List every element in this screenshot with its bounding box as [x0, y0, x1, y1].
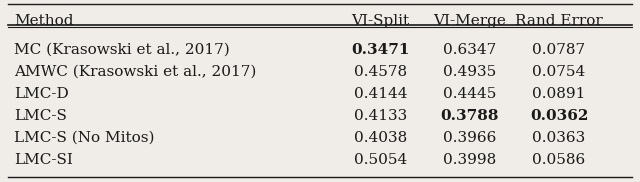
- Text: 0.0754: 0.0754: [532, 65, 586, 79]
- Text: 0.4578: 0.4578: [354, 65, 407, 79]
- Text: MC (Krasowski et al., 2017): MC (Krasowski et al., 2017): [14, 43, 230, 57]
- Text: 0.4935: 0.4935: [443, 65, 497, 79]
- Text: VI-Split: VI-Split: [351, 14, 410, 28]
- Text: 0.4144: 0.4144: [354, 87, 407, 101]
- Text: 0.3788: 0.3788: [440, 109, 499, 123]
- Text: 0.4038: 0.4038: [354, 131, 407, 145]
- Text: 0.0891: 0.0891: [532, 87, 586, 101]
- Text: 0.0363: 0.0363: [532, 131, 586, 145]
- Text: 0.6347: 0.6347: [443, 43, 497, 57]
- Text: AMWC (Krasowski et al., 2017): AMWC (Krasowski et al., 2017): [14, 65, 257, 79]
- Text: 0.0362: 0.0362: [530, 109, 588, 123]
- Text: VI-Merge: VI-Merge: [433, 14, 506, 28]
- Text: 0.0586: 0.0586: [532, 153, 586, 167]
- Text: 0.3998: 0.3998: [443, 153, 497, 167]
- Text: LMC-D: LMC-D: [14, 87, 69, 101]
- Text: LMC-S (No Mitos): LMC-S (No Mitos): [14, 131, 155, 145]
- Text: LMC-S: LMC-S: [14, 109, 67, 123]
- Text: 0.0787: 0.0787: [532, 43, 586, 57]
- Text: 0.3966: 0.3966: [443, 131, 497, 145]
- Text: 0.4445: 0.4445: [443, 87, 497, 101]
- Text: 0.5054: 0.5054: [354, 153, 407, 167]
- Text: LMC-SI: LMC-SI: [14, 153, 73, 167]
- Text: Method: Method: [14, 14, 74, 28]
- Text: Rand Error: Rand Error: [515, 14, 603, 28]
- Text: 0.4133: 0.4133: [354, 109, 407, 123]
- Text: 0.3471: 0.3471: [351, 43, 410, 57]
